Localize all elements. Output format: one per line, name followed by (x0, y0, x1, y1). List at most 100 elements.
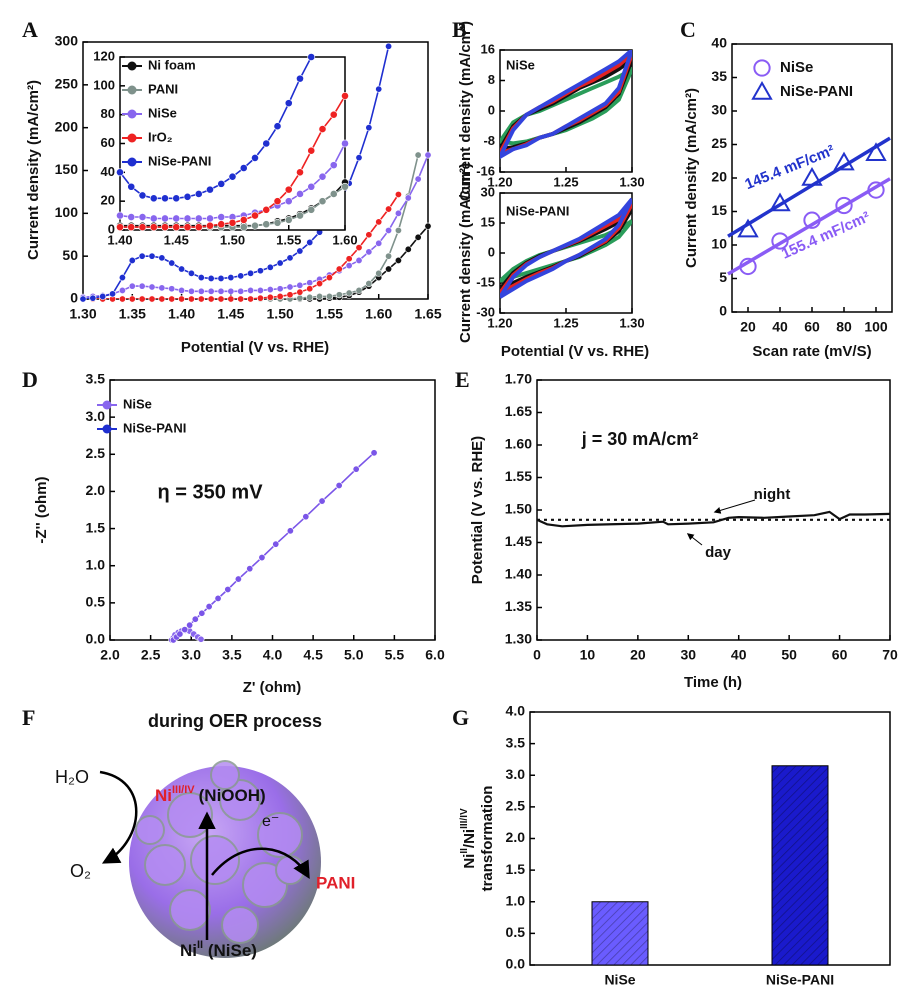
marker (414, 175, 422, 183)
marker (197, 635, 205, 643)
marker (187, 269, 195, 277)
y-tick-label: 0.0 (506, 956, 526, 972)
x-tick-label: NiSe-PANI (766, 972, 834, 988)
panel-letter: A (22, 17, 38, 42)
marker (867, 181, 885, 199)
water-arrow (99, 770, 138, 864)
marker (138, 295, 146, 303)
x-tick-label: 1.20 (487, 174, 512, 189)
marker (296, 211, 304, 220)
y-tick-label: 0 (488, 102, 495, 117)
diagram-title: during OER process (148, 711, 322, 731)
marker (194, 223, 203, 232)
marker (237, 287, 245, 295)
y-axis-label-part: Ni (461, 854, 478, 869)
marker (262, 139, 271, 148)
legend-marker (127, 61, 137, 71)
marker (307, 205, 316, 214)
bar-hatch (592, 901, 648, 965)
y-tick-label: 3.0 (506, 766, 526, 782)
marker (168, 285, 176, 293)
marker (355, 256, 363, 264)
y-tick-label: 15 (481, 214, 495, 229)
panel-letter: B (452, 17, 467, 42)
x-tick-label: 30 (680, 647, 696, 663)
marker (286, 283, 294, 291)
y-tick-label: -15 (476, 274, 495, 289)
x-tick-label: 50 (781, 647, 797, 663)
upper-state: NiIII/IV (NiOOH) (155, 784, 266, 806)
x-tick-label: 1.25 (553, 174, 578, 189)
y-tick-label: 0 (108, 221, 115, 236)
marker (237, 272, 245, 280)
marker (276, 285, 284, 293)
marker (251, 211, 259, 220)
marker (266, 286, 274, 294)
marker (414, 151, 422, 159)
x-tick-label: 1.30 (619, 315, 644, 330)
marker (158, 254, 166, 262)
marker (228, 218, 237, 227)
marker (355, 244, 363, 252)
marker (161, 223, 169, 232)
series-line (500, 50, 632, 160)
y-tick-label: 35 (711, 68, 727, 84)
diagram-f: F during OER process H₂O O₂ NiIII/IV (NiO… (22, 705, 355, 960)
marker (239, 216, 248, 224)
marker (316, 292, 324, 300)
y-tick-label: 120 (93, 48, 115, 63)
y-tick-label: 2.0 (86, 482, 106, 498)
marker (258, 554, 266, 562)
plot-frame (529, 711, 891, 966)
y-axis-label: Current density (mA/cm²) (683, 88, 700, 268)
marker (273, 218, 282, 227)
marker (375, 218, 383, 226)
marker (276, 259, 284, 267)
marker (306, 279, 314, 287)
marker (239, 164, 248, 172)
fit-line (727, 136, 891, 238)
marker (247, 295, 255, 303)
marker (228, 172, 237, 181)
marker (138, 213, 147, 221)
lower-ni: Ni (180, 941, 197, 960)
y-tick-label: 50 (62, 247, 78, 263)
marker (227, 287, 235, 295)
y-tick-label: 300 (55, 33, 79, 49)
marker (161, 194, 169, 203)
marker (116, 211, 124, 220)
sphere-texture (135, 760, 305, 944)
marker (771, 232, 789, 250)
marker (239, 223, 248, 232)
marker (739, 257, 757, 276)
marker (284, 197, 293, 206)
marker (394, 190, 402, 198)
marker (149, 214, 158, 223)
marker (149, 194, 158, 203)
marker (234, 575, 242, 583)
y-tick-label: 30 (481, 184, 495, 199)
marker (118, 286, 126, 294)
marker (227, 295, 235, 303)
x-tick-label: 5.5 (385, 647, 405, 663)
x-tick-label: 1.45 (217, 306, 244, 322)
marker (370, 449, 378, 457)
y-tick-label: 20 (711, 169, 727, 185)
y-tick-label: 0 (488, 244, 495, 259)
marker (306, 293, 314, 301)
upper-phase: (NiOOH) (199, 786, 266, 805)
marker (214, 594, 222, 602)
marker (284, 185, 293, 194)
x-tick-label: 60 (804, 319, 820, 335)
y-tick-label: 1.0 (506, 892, 526, 908)
oxygen-label: O₂ (70, 861, 91, 881)
legend-marker (127, 85, 137, 95)
y-tick-label: 10 (711, 236, 727, 252)
marker (375, 239, 383, 247)
marker (355, 154, 363, 162)
x-tick-label: 1.20 (487, 315, 512, 330)
legend-marker (127, 133, 137, 143)
legend-marker (102, 424, 112, 434)
panel-text: NiSe (506, 57, 535, 72)
marker (251, 154, 259, 162)
